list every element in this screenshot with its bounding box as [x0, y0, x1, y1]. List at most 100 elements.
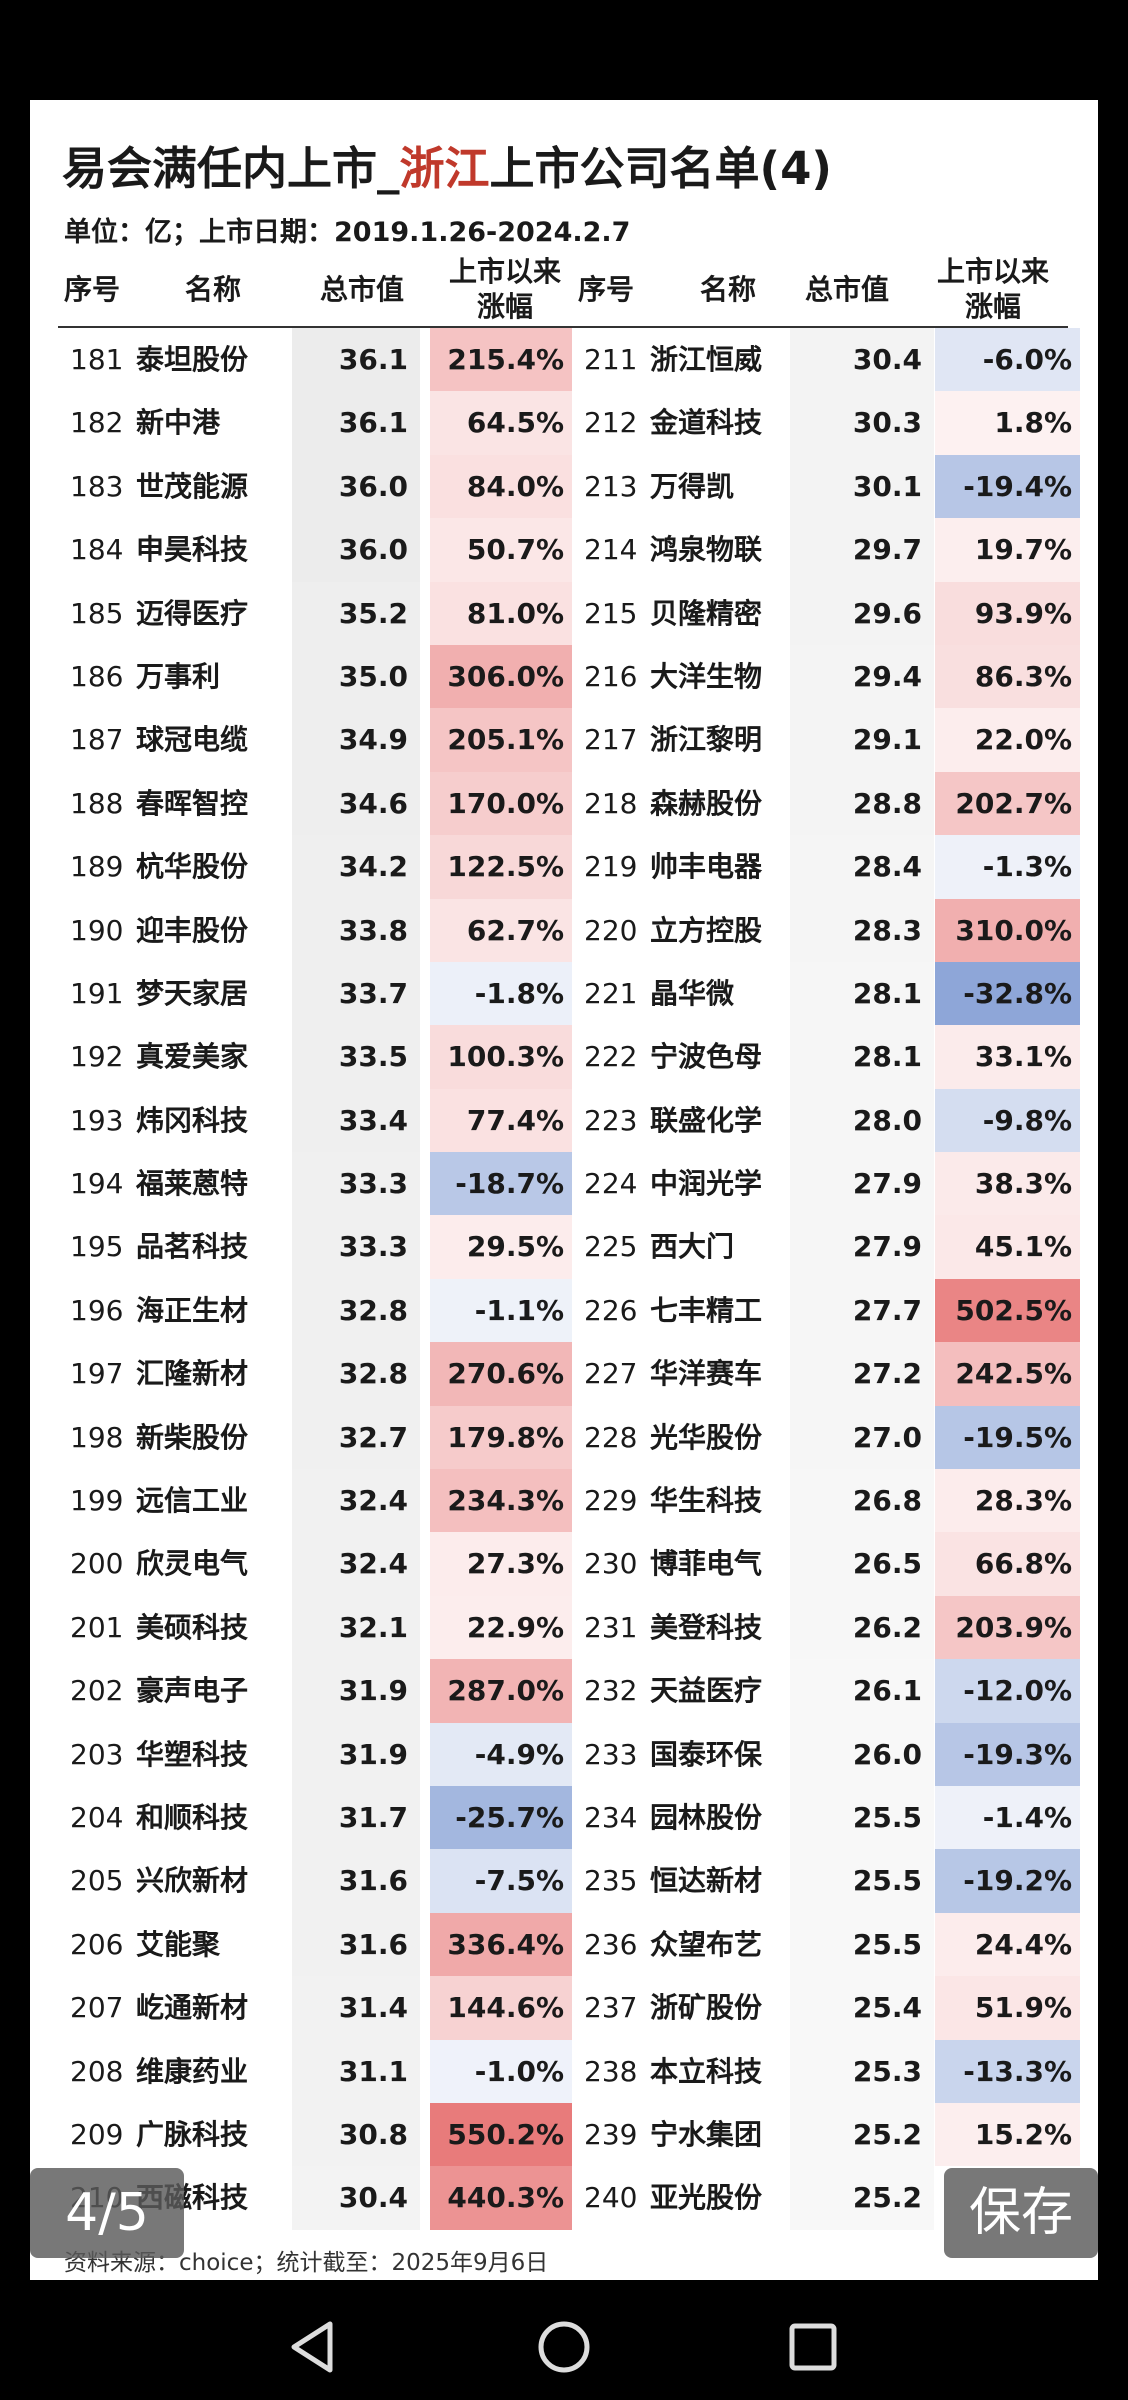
market-cap: 27.7 [790, 1278, 934, 1343]
market-cap: 33.3 [292, 1152, 420, 1216]
row-index: 225 [584, 1230, 638, 1264]
price-change: -1.1% [430, 1278, 572, 1343]
company-name: 维康药业 [136, 2054, 249, 2088]
row-index: 196 [70, 1293, 124, 1327]
price-change: 27.3% [430, 1532, 572, 1596]
company-name: 浙江恒威 [650, 343, 763, 376]
company-name: 万事利 [136, 659, 221, 693]
back-icon[interactable] [280, 2312, 350, 2382]
company-name: 宁波色母 [650, 1040, 763, 1074]
row-index: 209 [70, 2117, 124, 2151]
company-name: 众望布艺 [650, 1927, 763, 1961]
company-name: 新中港 [136, 406, 221, 440]
header-chg-right: 上市以来 涨幅 [928, 254, 1058, 324]
market-cap: 28.4 [790, 835, 934, 899]
system-navbar [0, 2290, 1128, 2400]
price-change: 242.5% [935, 1342, 1080, 1406]
market-cap: 25.4 [790, 1976, 934, 2040]
company-name: 泰坦股份 [136, 343, 249, 376]
company-name: 兴欣新材 [136, 1864, 249, 1898]
company-name: 豪声电子 [136, 1674, 249, 1708]
company-name: 金道科技 [650, 406, 763, 440]
price-change: -12.0% [935, 1659, 1080, 1723]
market-cap: 32.4 [292, 1469, 420, 1533]
company-name: 广脉科技 [136, 2117, 249, 2151]
market-cap: 36.1 [292, 328, 420, 392]
price-change: -19.4% [935, 454, 1080, 519]
price-change: 202.7% [935, 771, 1080, 836]
table-row: 198 新柴股份 32.7 179.8% 228 光华股份 27.0 -19.5% [30, 1405, 1098, 1470]
price-change: 81.0% [430, 581, 572, 645]
price-change: 1.8% [935, 391, 1080, 455]
market-cap: 29.7 [790, 518, 934, 582]
price-change: -13.3% [935, 2039, 1080, 2103]
price-change: -1.3% [935, 835, 1080, 899]
row-index: 201 [70, 1610, 124, 1644]
market-cap: 30.1 [790, 454, 934, 519]
price-change: -7.5% [430, 1849, 572, 1913]
table-row: 204 和顺科技 31.7 -25.7% 234 园林股份 25.5 -1.4% [30, 1785, 1098, 1850]
row-index: 187 [70, 723, 124, 757]
row-index: 216 [584, 659, 638, 693]
company-name: 森赫股份 [650, 786, 763, 820]
market-cap: 25.2 [790, 2166, 934, 2230]
company-name: 福莱蒽特 [136, 1167, 249, 1201]
market-cap: 30.4 [790, 328, 934, 392]
table-row: 197 汇隆新材 32.8 270.6% 227 华洋赛车 27.2 242.5% [30, 1342, 1098, 1406]
market-cap: 28.1 [790, 1025, 934, 1089]
price-change: 22.0% [935, 708, 1080, 772]
home-icon[interactable] [529, 2312, 599, 2382]
company-name: 欣灵电气 [136, 1547, 249, 1581]
company-name: 立方控股 [650, 913, 763, 947]
price-change: 84.0% [430, 454, 572, 519]
row-index: 205 [70, 1864, 124, 1898]
row-index: 239 [584, 2117, 638, 2151]
market-cap: 31.9 [292, 1722, 420, 1786]
price-change: 19.7% [935, 518, 1080, 582]
table-row: 196 海正生材 32.8 -1.1% 226 七丰精工 27.7 502.5% [30, 1278, 1098, 1343]
price-change: 287.0% [430, 1659, 572, 1723]
row-index: 231 [584, 1610, 638, 1644]
price-change: 234.3% [430, 1469, 572, 1533]
price-change: 22.9% [430, 1595, 572, 1660]
company-name: 汇隆新材 [136, 1357, 249, 1391]
row-index: 227 [584, 1357, 638, 1391]
market-cap: 30.4 [292, 2166, 420, 2230]
table-row: 189 杭华股份 34.2 122.5% 219 帅丰电器 28.4 -1.3% [30, 835, 1098, 899]
subtitle: 单位：亿；上市日期：2019.1.26-2024.2.7 [64, 217, 631, 248]
price-change: 45.1% [935, 1215, 1080, 1279]
price-change: 440.3% [430, 2166, 572, 2230]
table-row: 193 炜冈科技 33.4 77.4% 223 联盛化学 28.0 -9.8% [30, 1088, 1098, 1153]
market-cap: 33.8 [292, 898, 420, 962]
market-cap: 35.2 [292, 581, 420, 645]
company-name: 园林股份 [650, 1800, 763, 1834]
table-row: 195 品茗科技 33.3 29.5% 225 西大门 27.9 45.1% [30, 1215, 1098, 1279]
table-row: 206 艾能聚 31.6 336.4% 236 众望布艺 25.5 24.4% [30, 1912, 1098, 1977]
market-cap: 31.9 [292, 1659, 420, 1723]
row-index: 219 [584, 850, 638, 884]
row-index: 230 [584, 1547, 638, 1581]
company-name: 光华股份 [650, 1420, 763, 1454]
header-cap-right: 总市值 [805, 273, 890, 306]
price-change: 66.8% [935, 1532, 1080, 1596]
market-cap: 34.6 [292, 771, 420, 836]
save-button[interactable]: 保存 [944, 2168, 1098, 2258]
table-row: 192 真爱美家 33.5 100.3% 222 宁波色母 28.1 33.1% [30, 1025, 1098, 1089]
price-change: -9.8% [935, 1088, 1080, 1153]
market-cap: 29.4 [790, 644, 934, 709]
price-change: -1.8% [430, 961, 572, 1026]
table-row: 208 维康药业 31.1 -1.0% 238 本立科技 25.3 -13.3% [30, 2039, 1098, 2103]
price-change: 93.9% [935, 581, 1080, 645]
recents-icon[interactable] [778, 2312, 848, 2382]
row-index: 181 [70, 343, 124, 376]
company-name: 贝隆精密 [650, 596, 763, 630]
title-prefix: 易会满任内上市_ [62, 142, 400, 195]
company-name: 亚光股份 [650, 2181, 763, 2215]
table-row: 200 欣灵电气 32.4 27.3% 230 博菲电气 26.5 66.8% [30, 1532, 1098, 1596]
market-cap: 36.0 [292, 454, 420, 519]
company-name: 华洋赛车 [650, 1357, 763, 1391]
company-name: 杭华股份 [136, 850, 249, 884]
row-index: 222 [584, 1040, 638, 1074]
company-name: 帅丰电器 [650, 850, 763, 884]
market-cap: 29.6 [790, 581, 934, 645]
